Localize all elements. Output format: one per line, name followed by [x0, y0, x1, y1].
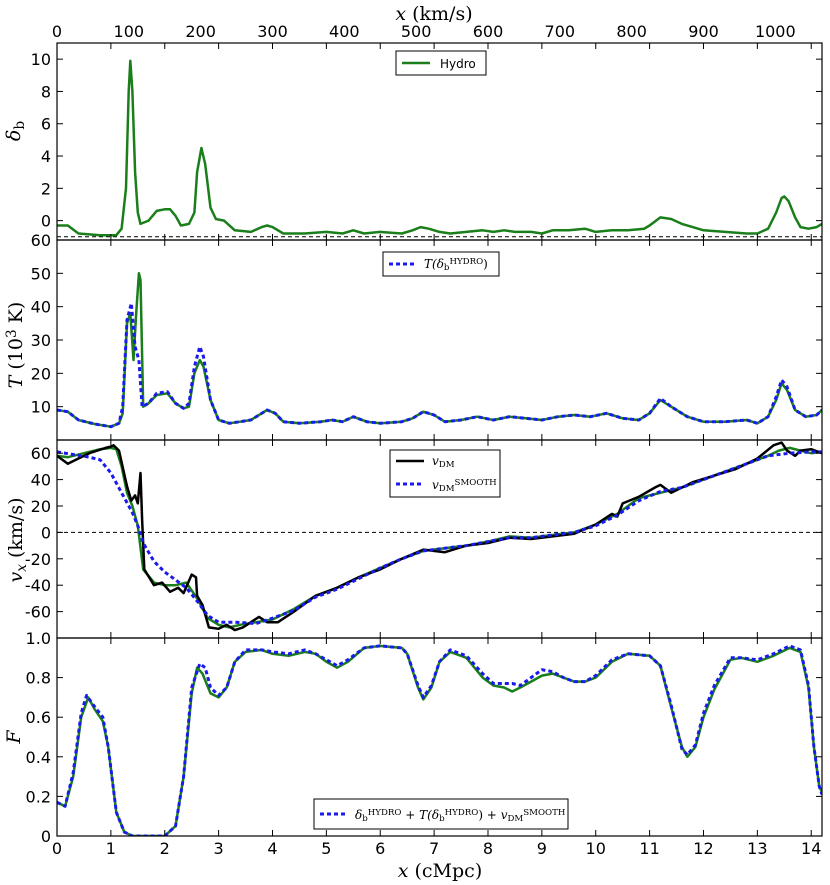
bottom-tick-label: 13: [747, 839, 767, 858]
series-group: [57, 644, 822, 836]
legend-box: [382, 251, 500, 277]
y-tick-label: 0: [41, 523, 51, 542]
top-tick-label: 600: [473, 22, 504, 41]
ylabel-flux: F: [3, 730, 25, 745]
legend-flux: δbHYDRO + T(δbHYDRO) + vDMSMOOTH: [313, 798, 569, 830]
bottom-tick-label: 10: [586, 839, 606, 858]
ylabel-temperature: T (103 K): [4, 302, 27, 389]
bottom-tick-label: 14: [801, 839, 821, 858]
panel-temperature: 10 20 30 40 50 60: [31, 231, 823, 441]
series-group: [57, 272, 822, 429]
y-tick-label: 0.8: [26, 669, 51, 688]
top-axis-label: x (km/s): [395, 3, 472, 25]
bottom-tick-label: 9: [537, 839, 547, 858]
bottom-tick-label: 2: [160, 839, 170, 858]
legend-delta: Hydro: [395, 50, 487, 76]
bottom-tick-label: 11: [639, 839, 659, 858]
legend-label-flux: δbHYDRO + T(δbHYDRO) + vDMSMOOTH: [355, 808, 566, 824]
top-tick-label: 1000: [755, 22, 796, 41]
y-tick-label: 40: [31, 298, 51, 317]
series-line-temperature: [57, 301, 822, 429]
y-tick-label: 0.4: [26, 748, 51, 767]
bottom-tick-label: 8: [483, 839, 493, 858]
top-tick-label: 0: [52, 22, 62, 41]
series-line-flux: [57, 644, 822, 836]
panel-velocity: -60 -40 -20 0 20 40 60: [25, 439, 823, 639]
y-tick-label: 0: [41, 827, 51, 846]
y-tick-label: 8: [41, 82, 51, 101]
y-tick-label: -60: [25, 603, 51, 622]
y-tick-label: 40: [31, 471, 51, 490]
top-axis: 0 100 200 300 400 500 600 700 800 900 1000 x (km/s): [52, 3, 796, 41]
y-tick-label: 60: [31, 231, 51, 250]
bottom-axis-label: x (cMpc): [398, 860, 482, 882]
y-tick-label: 10: [31, 50, 51, 69]
series-line-velocity: [57, 450, 822, 625]
top-tick-label: 100: [114, 22, 145, 41]
bottom-tick-label: 4: [267, 839, 277, 858]
y-tick-label: 10: [31, 398, 51, 417]
bottom-tick-label: 1: [106, 839, 116, 858]
y-tick-label: 60: [31, 444, 51, 463]
series-group: [57, 59, 822, 237]
bottom-tick-label: 5: [321, 839, 331, 858]
bottom-tick-label: 6: [375, 839, 385, 858]
series-group: [57, 441, 822, 632]
ylabel-delta: δb: [3, 121, 28, 141]
top-tick-label: 700: [545, 22, 576, 41]
ylabel-velocity: vx (km/s): [5, 498, 30, 583]
y-tick-label: 20: [31, 364, 51, 383]
legend-temperature: T(δbHYDRO): [382, 251, 500, 277]
bottom-tick-label: 7: [429, 839, 439, 858]
bottom-tick-label: 12: [693, 839, 713, 858]
legend-label-temperature: T(δbHYDRO): [424, 257, 488, 273]
y-tick-label: 0: [41, 212, 51, 231]
top-tick-label: 800: [616, 22, 647, 41]
legend-label-vdm-smooth: vDMSMOOTH: [432, 478, 497, 494]
top-tick-label: 500: [401, 22, 432, 41]
series-line-velocity: [57, 441, 822, 632]
y-tick-label: 4: [41, 147, 51, 166]
legend-box: [313, 798, 569, 830]
legend-label-hydro: Hydro: [440, 57, 476, 71]
plot-root: 0246810102030405060-60-40-20020406000.20…: [3, 3, 823, 882]
bottom-tick-label: 3: [214, 839, 224, 858]
legend-label-vdm: vDM: [432, 454, 455, 470]
legend-velocity: vDM vDMSMOOTH: [389, 449, 501, 498]
y-tick-label: 2: [41, 179, 51, 198]
top-tick-label: 400: [329, 22, 360, 41]
y-tick-label: 30: [31, 331, 51, 350]
y-tick-label: 0.2: [26, 787, 51, 806]
y-tick-label: 6: [41, 115, 51, 134]
bottom-axis: 0 1 2 3 4 5 6 7 8 9 10 11 12 13 14x (cMpc): [52, 839, 821, 882]
y-tick-label: 0.6: [26, 708, 51, 727]
y-tick-label: 1.0: [26, 629, 51, 648]
series-line-delta: [57, 59, 822, 237]
top-tick-label: 900: [688, 22, 719, 41]
y-tick-label: 50: [31, 264, 51, 283]
panel-flux: 0 0.2 0.4 0.6 0.8 1.0: [26, 629, 823, 846]
panel-frame: [56, 637, 823, 837]
panel-delta: 0 2 4 6 8 10: [31, 42, 823, 241]
series-line-temperature: [57, 272, 822, 428]
top-tick-label: 200: [185, 22, 216, 41]
legend-box: [389, 449, 501, 498]
y-tick-label: 20: [31, 497, 51, 516]
top-tick-label: 300: [257, 22, 288, 41]
y-tick-label: -20: [25, 550, 51, 569]
bottom-tick-label: 0: [52, 839, 62, 858]
y-tick-label: -40: [25, 576, 51, 595]
